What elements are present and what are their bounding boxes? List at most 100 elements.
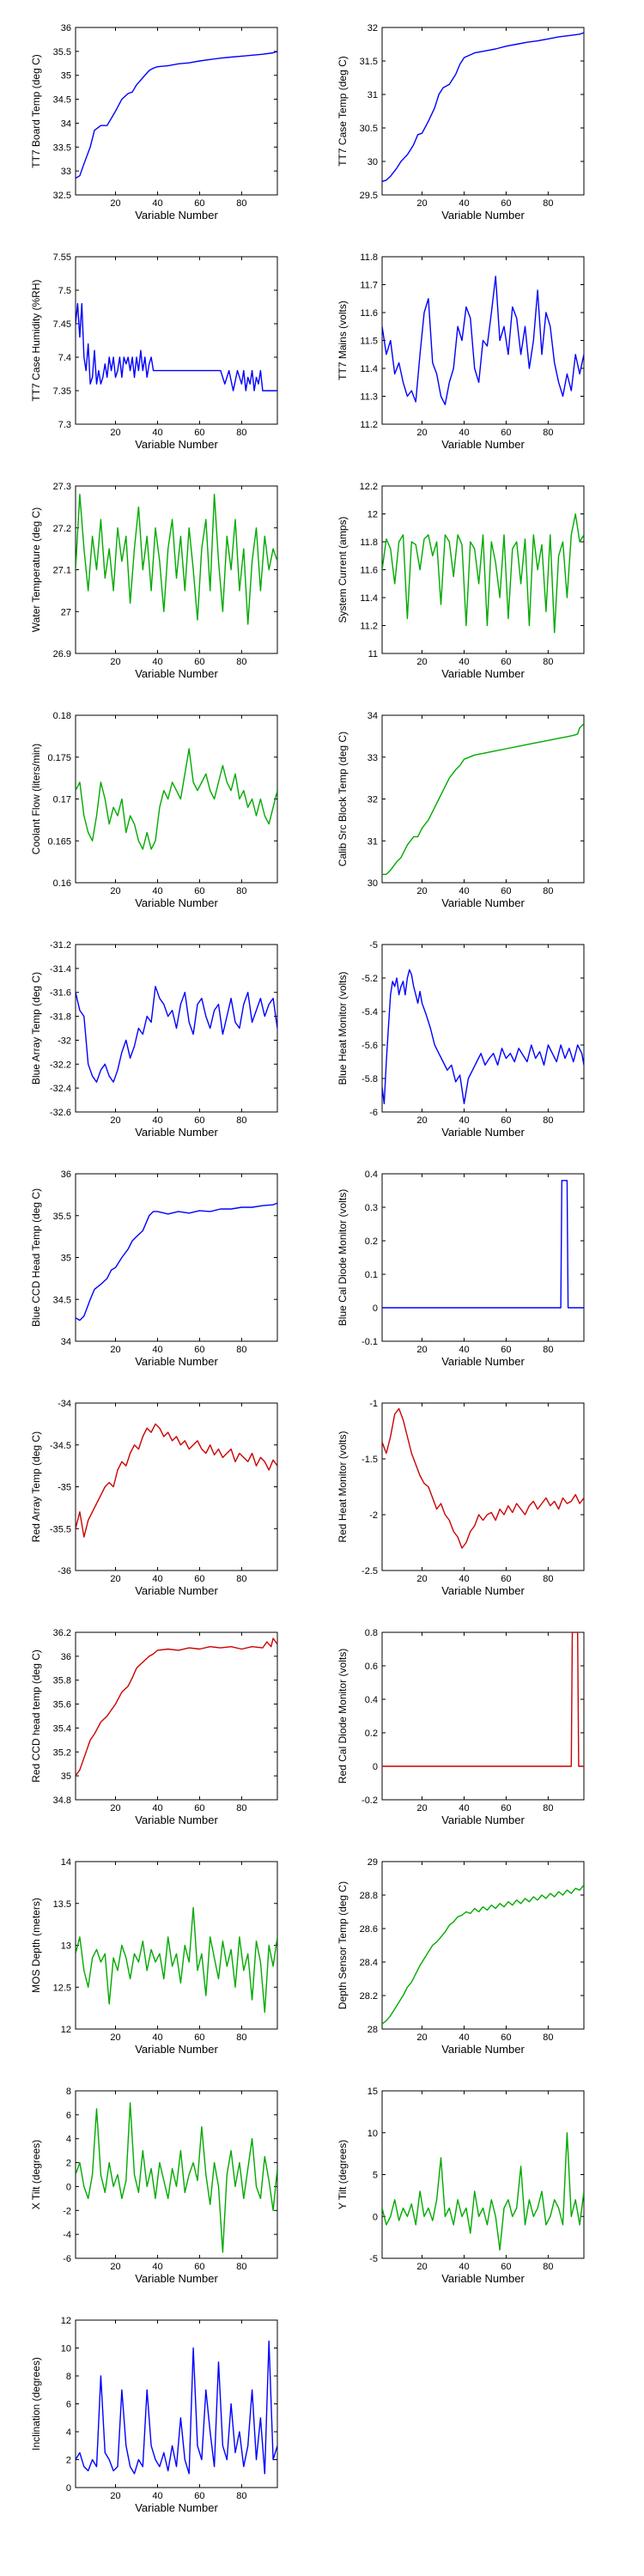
series-line <box>76 2340 277 2475</box>
y-tick-label: 8 <box>66 2087 71 2097</box>
plot-frame <box>381 1402 585 1571</box>
x-tick-label: 60 <box>501 1115 511 1126</box>
series-line <box>382 1632 584 1767</box>
chart-panel: 34 34.5 35 35.5 36 20 40 60 80 Variable Number Blu… <box>30 1170 278 1368</box>
x-tick-label: 20 <box>110 2262 120 2272</box>
x-tick-label: 40 <box>152 1115 162 1126</box>
series-line <box>76 494 277 625</box>
x-tick-label: 40 <box>459 1115 469 1126</box>
chart-panel: -6 -5.8 -5.6 -5.4 -5.2 -5 20 40 60 80 Variable Num… <box>337 940 585 1139</box>
x-tick-label: 20 <box>110 1574 120 1584</box>
y-axis-label: Red Heat Monitor (volts) <box>337 1431 349 1542</box>
x-axis-label: Variable Number <box>441 2043 525 2056</box>
x-tick-label: 20 <box>110 1345 120 1355</box>
series-line <box>382 1407 584 1549</box>
y-axis-label: System Current (amps) <box>337 516 349 623</box>
y-tick-label: -35 <box>58 1483 71 1493</box>
y-tick-label: -5.2 <box>361 974 378 984</box>
y-tick-label: 35.2 <box>53 1747 71 1758</box>
x-tick-label: 80 <box>236 657 246 667</box>
series-line <box>76 302 277 392</box>
y-tick-label: 12 <box>61 2316 71 2326</box>
chart-panel: 30 31 32 33 34 20 40 60 80 Variable Number Calib S… <box>337 711 585 909</box>
y-tick-label: 10 <box>368 2129 378 2139</box>
series-line <box>76 1637 277 1777</box>
x-tick-label: 80 <box>543 428 553 438</box>
y-axis-label: Red Array Temp (deg C) <box>30 1431 42 1542</box>
chart-panel: 28 28.2 28.4 28.6 28.8 29 20 40 60 80 Variable Num… <box>337 1857 585 2056</box>
y-tick-label: 11.3 <box>360 392 378 403</box>
y-tick-label: 26.9 <box>53 649 71 659</box>
plot-frame <box>381 1861 585 2030</box>
y-tick-label: 11.6 <box>360 308 378 319</box>
x-tick-label: 40 <box>152 2262 162 2272</box>
y-tick-label: 0.6 <box>365 1662 378 1672</box>
x-tick-label: 80 <box>236 1574 246 1584</box>
y-tick-label: 30 <box>368 878 378 889</box>
y-tick-label: 4 <box>66 2135 71 2145</box>
x-axis-label: Variable Number <box>441 1814 525 1826</box>
x-tick-label: 20 <box>416 198 427 209</box>
y-tick-label: 0.2 <box>365 1236 378 1247</box>
x-tick-label: 20 <box>110 1803 120 1814</box>
series-line <box>76 1423 277 1538</box>
chart-panel: 11 11.2 11.4 11.6 11.8 12 12.2 20 40 60 80 Variable… <box>337 482 585 680</box>
x-tick-label: 80 <box>543 657 553 667</box>
y-tick-label: 30 <box>368 157 378 167</box>
x-tick-label: 60 <box>194 1115 204 1126</box>
x-tick-label: 80 <box>543 1115 553 1126</box>
y-axis-label: Blue Cal Diode Monitor (volts) <box>337 1189 349 1326</box>
y-tick-label: 34 <box>61 118 71 129</box>
x-axis-label: Variable Number <box>441 1584 525 1597</box>
y-axis-label: TT7 Case Temp (deg C) <box>337 56 349 167</box>
x-tick-label: 20 <box>416 1574 427 1584</box>
y-axis-label: Depth Sensor Temp (deg C) <box>337 1881 349 2009</box>
y-tick-label: 5 <box>373 2171 378 2181</box>
x-tick-label: 80 <box>236 428 246 438</box>
x-tick-label: 40 <box>459 886 469 896</box>
y-tick-label: 32 <box>368 23 378 33</box>
y-tick-label: -31.6 <box>50 988 71 999</box>
y-tick-label: 7.5 <box>58 286 71 296</box>
y-tick-label: 34 <box>368 711 378 721</box>
y-tick-label: 34 <box>61 1337 71 1347</box>
y-tick-label: 34.8 <box>53 1795 71 1806</box>
y-tick-label: 11 <box>368 649 378 659</box>
x-tick-label: 20 <box>416 886 427 896</box>
y-axis-label: MOS Depth (meters) <box>30 1898 42 1993</box>
y-tick-label: 28.6 <box>360 1924 378 1935</box>
y-tick-label: 2 <box>66 2159 71 2169</box>
y-tick-label: -32 <box>58 1036 71 1046</box>
x-tick-label: 60 <box>194 657 204 667</box>
x-tick-label: 60 <box>501 1803 511 1814</box>
y-tick-label: 2 <box>66 2456 71 2466</box>
y-tick-label: 11.2 <box>360 622 378 632</box>
x-axis-label: Variable Number <box>135 438 218 451</box>
y-tick-label: 35.6 <box>53 1700 71 1710</box>
x-tick-label: 60 <box>194 1803 204 1814</box>
y-axis-label: Y Tilt (degrees) <box>337 2140 349 2209</box>
series-line <box>382 723 584 875</box>
chart-panel: -36 -35.5 -35 -34.5 -34 20 40 60 80 Variable Numb… <box>30 1399 278 1597</box>
x-tick-label: 60 <box>501 198 511 209</box>
series-line <box>382 276 584 405</box>
y-tick-label: 0.17 <box>53 795 71 805</box>
x-tick-label: 20 <box>416 428 427 438</box>
y-axis-label: Coolant Flow (liters/min) <box>30 744 42 854</box>
y-tick-label: 0.165 <box>47 836 71 847</box>
y-axis-label: Red Cal Diode Monitor (volts) <box>337 1649 349 1783</box>
y-tick-label: 29 <box>368 1857 378 1868</box>
x-tick-label: 40 <box>152 657 162 667</box>
y-axis-label: TT7 Board Temp (deg C) <box>30 54 42 168</box>
plot-frame <box>75 1402 278 1571</box>
y-tick-label: 4 <box>66 2427 71 2438</box>
chart-panel: -32.6 -32.4 -32.2 -32 -31.8 -31.6 -31.4 -31.2 20… <box>30 940 278 1139</box>
x-tick-label: 60 <box>501 1574 511 1584</box>
x-tick-label: 60 <box>501 2032 511 2043</box>
y-tick-label: 28.4 <box>360 1958 378 1968</box>
plot-frame <box>381 714 585 884</box>
y-tick-label: -4 <box>63 2230 71 2240</box>
y-tick-label: 11.4 <box>360 593 378 604</box>
y-tick-label: 31 <box>368 836 378 847</box>
y-tick-label: 33.5 <box>53 143 71 153</box>
